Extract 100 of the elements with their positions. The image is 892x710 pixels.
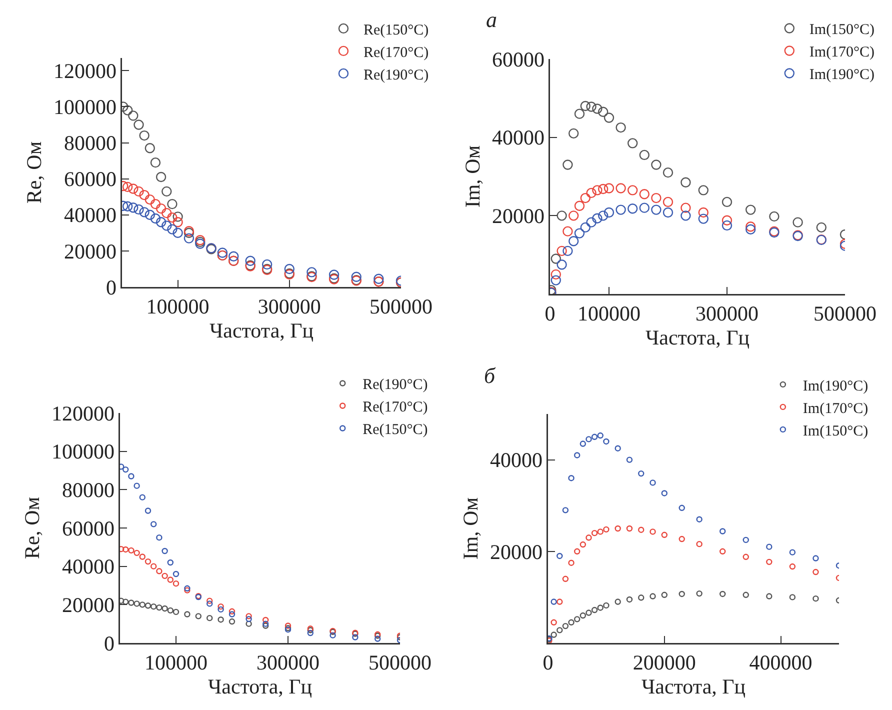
point [651,160,662,170]
point [128,110,138,121]
x-axis-title: Частота, Гц [641,674,746,698]
point [139,494,146,500]
y-tick-label: 60000 [64,167,116,192]
point [650,528,656,535]
point [812,595,819,602]
y-tick-label: 0 [106,275,116,300]
point [580,100,590,112]
y-axis-title: Re, Ом [22,141,46,204]
point [206,598,213,604]
point [816,222,826,233]
point [562,246,573,256]
point [128,473,134,480]
legend-label: Re(170°C) [363,44,429,61]
y-tick-label: 120000 [54,58,116,83]
point [568,128,579,139]
point [616,122,626,133]
point [662,196,674,208]
point [678,504,685,511]
point [218,606,224,613]
point [696,590,702,597]
point [562,226,573,236]
point [651,192,662,204]
point [330,632,336,638]
x-axis-title: Частота, Гц [208,674,312,698]
y-axis-title: Re, Ом [20,496,44,560]
point [722,215,732,226]
point [228,251,239,262]
y-tick-label: 80000 [64,131,116,156]
point [550,619,557,626]
point [122,182,133,192]
point [614,598,621,605]
point [352,634,358,640]
point [217,248,228,258]
x-tick-label: 500000 [814,302,876,326]
point [134,550,140,556]
point [246,616,252,622]
point [580,541,586,548]
point [218,616,224,623]
point [639,189,650,200]
y-axis-title: Im, Ом [460,145,484,208]
point [134,482,140,489]
point [351,272,362,282]
point [562,622,569,630]
point [550,269,561,280]
legend-label: Re(150°C) [362,422,428,438]
point [206,614,213,622]
y-tick-label: 20000 [492,204,544,228]
point [568,210,579,221]
point [597,604,604,611]
point [562,160,573,170]
point [766,593,772,600]
point [626,456,633,463]
point [568,560,574,566]
point [122,546,129,553]
point [766,558,772,566]
point [638,526,644,533]
point [162,220,172,231]
point [156,172,166,182]
point [172,228,183,238]
point [792,217,803,228]
point [580,612,586,619]
point [746,204,756,215]
point [150,198,161,210]
point [574,452,580,458]
point [139,130,150,141]
point [139,602,146,608]
point [698,207,708,218]
point [328,270,340,280]
point [128,184,138,194]
point [650,480,656,486]
y-tick-label: 40000 [492,126,544,150]
point [603,438,610,445]
legend-label: Im(190°C) [802,378,868,394]
point [614,445,621,452]
point [586,534,592,541]
point [550,254,561,264]
legend-label: Im(150°C) [802,423,868,440]
point [597,528,604,535]
point [246,620,252,627]
point [562,507,569,514]
point [746,222,756,232]
point [742,554,749,560]
point [742,592,749,598]
point [698,185,708,196]
point [167,224,178,234]
point [134,600,140,607]
point [678,536,685,542]
point [604,207,614,218]
x-tick-label: 300000 [696,302,758,326]
point [162,186,172,197]
point [680,210,691,221]
point [218,603,224,610]
point [307,630,314,636]
point [556,598,563,605]
x-axis-title: Частота, Гц [645,326,750,350]
point [139,207,150,218]
point [550,275,561,286]
point [568,475,574,482]
